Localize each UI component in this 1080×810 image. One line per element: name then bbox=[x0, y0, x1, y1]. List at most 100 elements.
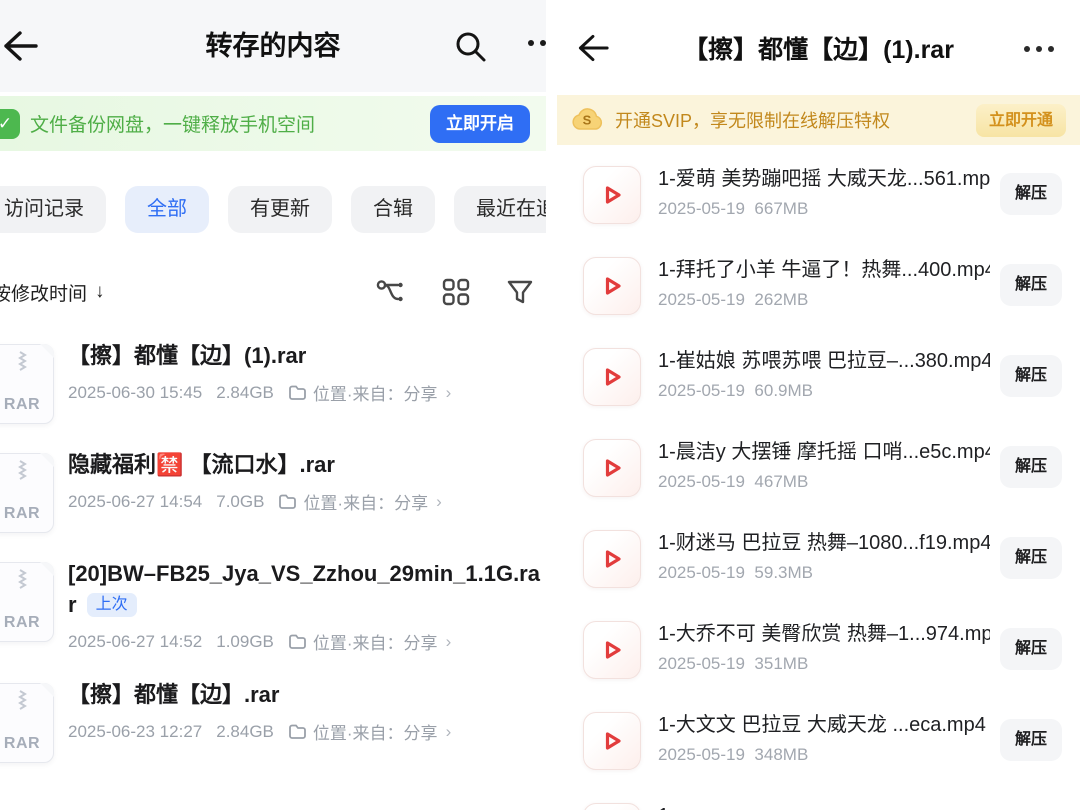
video-play-icon[interactable] bbox=[583, 803, 641, 810]
grid-view-icon[interactable] bbox=[442, 278, 470, 306]
filter-icon[interactable] bbox=[506, 278, 534, 306]
file-date: 2025-06-27 14:52 bbox=[68, 631, 203, 651]
video-row[interactable]: 1-晨洁y 大摆锤 摩托摇 口哨...e5c.mp4 2025-05-19 46… bbox=[557, 423, 1080, 514]
chevron-right-icon[interactable]: › bbox=[445, 721, 452, 741]
extract-button[interactable]: 解压 bbox=[999, 719, 1062, 761]
extract-button[interactable]: 解压 bbox=[999, 264, 1062, 306]
file-name: 【擦】都懂【边】.rar bbox=[68, 682, 280, 707]
video-play-icon[interactable] bbox=[583, 348, 641, 406]
video-play-icon[interactable] bbox=[583, 712, 641, 770]
enable-now-button[interactable]: 立即开启 bbox=[430, 105, 530, 143]
video-row[interactable]: 1-崔姑娘 苏喂苏喂 巴拉豆–...380.mp4 2025-05-19 60.… bbox=[557, 332, 1080, 423]
video-name: 1-爱萌 美势蹦吧摇 大威天龙...561.mp4 bbox=[658, 168, 990, 190]
video-name: 1-… bbox=[658, 803, 990, 810]
svip-cloud-icon: S bbox=[571, 107, 605, 133]
file-row[interactable]: RAR 【擦】都懂【边】(1).rar 2025-06-30 15:45 2.8… bbox=[0, 328, 546, 437]
tab-collections[interactable]: 合辑 bbox=[351, 186, 435, 233]
folder-icon bbox=[288, 633, 307, 650]
sort-direction-icon[interactable]: ↓ bbox=[95, 281, 105, 302]
open-svip-button[interactable]: 立即开通 bbox=[975, 103, 1066, 137]
left-header: 转存的内容 bbox=[0, 0, 546, 92]
file-date: 2025-06-27 14:54 bbox=[68, 491, 203, 511]
back-icon[interactable] bbox=[575, 32, 609, 64]
video-row[interactable]: 1-大乔不可 美臀欣赏 热舞–1...974.mp4 2025-05-19 35… bbox=[557, 605, 1080, 696]
file-row[interactable]: RAR 【擦】都懂【边】.rar 2025-06-23 12:27 2.84GB… bbox=[0, 667, 546, 776]
rar-file-icon: RAR bbox=[0, 453, 54, 533]
search-icon[interactable] bbox=[454, 30, 488, 64]
extract-button[interactable]: 解压 bbox=[999, 355, 1062, 397]
rar-file-icon: RAR bbox=[0, 683, 54, 763]
folder-icon bbox=[288, 384, 307, 401]
file-location[interactable]: 位置·来自：分享 bbox=[312, 724, 438, 743]
chevron-right-icon[interactable]: › bbox=[445, 382, 452, 402]
file-meta: 2025-06-23 12:27 2.84GB 位置·来自：分享 › bbox=[68, 719, 540, 744]
tree-view-icon[interactable] bbox=[376, 278, 406, 306]
back-icon[interactable] bbox=[0, 28, 38, 64]
more-icon[interactable] bbox=[528, 40, 546, 46]
video-row[interactable]: 1-财迷马 巴拉豆 热舞–1080...f19.mp4 2025-05-19 5… bbox=[557, 514, 1080, 605]
video-name: 1-大文文 巴拉豆 大威天龙 ...eca.mp4 bbox=[658, 714, 986, 736]
page-title: 转存的内容 bbox=[205, 31, 341, 61]
video-meta: 2025-05-19 348MB bbox=[658, 745, 809, 764]
sort-by-modified-time[interactable]: 按修改时间 bbox=[0, 283, 88, 305]
video-name: 1-财迷马 巴拉豆 热舞–1080...f19.mp4 bbox=[658, 532, 990, 554]
panel-transferred-content: 转存的内容 ✓ 文件备份网盘，一键释放手机空间 立即开启 访问记录 全部 有更新… bbox=[0, 0, 546, 776]
chevron-right-icon[interactable]: › bbox=[445, 631, 452, 651]
video-play-icon[interactable] bbox=[583, 257, 641, 315]
file-row[interactable]: RAR 隐藏福利🈲 【流口水】.rar 2025-06-27 14:54 7.0… bbox=[0, 437, 546, 546]
video-play-icon[interactable] bbox=[583, 439, 641, 497]
right-header: 【擦】都懂【边】(1).rar bbox=[557, 0, 1080, 92]
extract-button[interactable]: 解压 bbox=[999, 446, 1062, 488]
video-play-icon[interactable] bbox=[583, 621, 641, 679]
video-meta: 2025-05-19 467MB bbox=[658, 472, 809, 491]
file-location[interactable]: 位置·来自：分享 bbox=[312, 385, 438, 404]
file-list: RAR 【擦】都懂【边】(1).rar 2025-06-30 15:45 2.8… bbox=[0, 328, 546, 776]
video-name: 1-拜托了小羊 牛逼了！热舞...400.mp4 bbox=[658, 259, 990, 281]
folder-icon bbox=[288, 723, 307, 740]
video-row[interactable]: 1-拜托了小羊 牛逼了！热舞...400.mp4 2025-05-19 262M… bbox=[557, 241, 1080, 332]
file-meta: 2025-06-27 14:54 7.0GB 位置·来自：分享 › bbox=[68, 489, 540, 514]
extract-button[interactable]: 解压 bbox=[999, 537, 1062, 579]
svg-text:S: S bbox=[583, 113, 592, 128]
rar-file-icon: RAR bbox=[0, 562, 54, 642]
file-meta: 2025-06-27 14:52 1.09GB 位置·来自：分享 › bbox=[68, 629, 540, 654]
video-row-partial[interactable]: 1-… 解压 bbox=[557, 787, 1080, 810]
extract-button[interactable]: 解压 bbox=[999, 173, 1062, 215]
svip-banner[interactable]: S 开通SVIP，享无限制在线解压特权 立即开通 bbox=[557, 95, 1080, 145]
tab-updated[interactable]: 有更新 bbox=[228, 186, 332, 233]
file-meta: 2025-06-30 15:45 2.84GB 位置·来自：分享 › bbox=[68, 380, 540, 405]
video-meta: 2025-05-19 351MB bbox=[658, 654, 809, 673]
video-meta: 2025-05-19 262MB bbox=[658, 290, 809, 309]
video-row[interactable]: 1-爱萌 美势蹦吧摇 大威天龙...561.mp4 2025-05-19 667… bbox=[557, 150, 1080, 241]
more-icon[interactable] bbox=[1024, 46, 1054, 52]
filter-tabs: 访问记录 全部 有更新 合辑 最近在追 bbox=[0, 186, 546, 233]
video-meta: 2025-05-19 60.9MB bbox=[658, 381, 814, 400]
file-date: 2025-06-23 12:27 bbox=[68, 721, 203, 741]
backup-promo-icon: ✓ bbox=[0, 109, 20, 139]
list-toolbar: 按修改时间 ↓ bbox=[0, 270, 534, 314]
video-name: 1-晨洁y 大摆锤 摩托摇 口哨...e5c.mp4 bbox=[658, 441, 990, 463]
backup-promo-banner[interactable]: ✓ 文件备份网盘，一键释放手机空间 立即开启 bbox=[0, 96, 546, 151]
chevron-right-icon[interactable]: › bbox=[436, 491, 442, 511]
video-list: 1-爱萌 美势蹦吧摇 大威天龙...561.mp4 2025-05-19 667… bbox=[557, 150, 1080, 810]
tab-recently-watching[interactable]: 最近在追 bbox=[454, 186, 546, 233]
file-size: 7.0GB bbox=[216, 491, 265, 511]
video-meta: 2025-05-19 667MB bbox=[658, 199, 809, 218]
tab-visit-history[interactable]: 访问记录 bbox=[0, 186, 106, 233]
tab-all[interactable]: 全部 bbox=[125, 186, 209, 233]
video-play-icon[interactable] bbox=[583, 166, 641, 224]
folder-icon bbox=[278, 493, 297, 510]
panel-archive-contents: 【擦】都懂【边】(1).rar S 开通SVIP，享无限制在线解压特权 立即开通… bbox=[557, 0, 1080, 810]
file-date: 2025-06-30 15:45 bbox=[68, 382, 203, 402]
video-row[interactable]: 1-大文文 巴拉豆 大威天龙 ...eca.mp4 2025-05-19 348… bbox=[557, 696, 1080, 787]
file-size: 2.84GB bbox=[216, 382, 274, 402]
file-row[interactable]: RAR [20]BW–FB25_Jya_VS_Zzhou_29min_1.1G.… bbox=[0, 546, 546, 667]
extract-button[interactable]: 解压 bbox=[999, 628, 1062, 670]
file-location[interactable]: 位置·来自：分享 bbox=[312, 634, 438, 653]
rar-file-icon: RAR bbox=[0, 344, 54, 424]
file-location[interactable]: 位置·来自：分享 bbox=[303, 494, 429, 513]
video-meta: 2025-05-19 59.3MB bbox=[658, 563, 814, 582]
video-play-icon[interactable] bbox=[583, 530, 641, 588]
file-size: 1.09GB bbox=[216, 631, 274, 651]
